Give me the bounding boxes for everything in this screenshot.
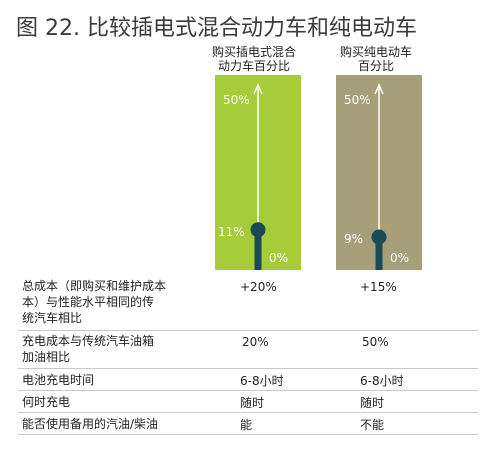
cell-charge-time-bev: 6-8小时 xyxy=(360,374,404,388)
cell-total-cost-phev: +20% xyxy=(240,280,277,294)
value-marker xyxy=(250,222,266,238)
tick-label-bottom-phev: 0% xyxy=(269,251,289,265)
arrow-head-icon xyxy=(374,83,384,95)
chart-title: 图 22. 比较插电式混合动力车和纯电动车 xyxy=(16,16,417,41)
header-bev: 购买纯电动车 百分比 xyxy=(339,45,412,73)
row-label-backup-fuel: 能否使用备用的汽油/柴油 xyxy=(22,417,159,431)
gauge-bev xyxy=(336,75,422,270)
tick-label-top-phev: 50% xyxy=(223,93,250,107)
header-phev: 购买插电式混合 动力车百分比 xyxy=(211,45,296,73)
row-divider xyxy=(18,434,478,435)
row-label-charge-cost: 充电成本与传统汽车油箱 加油相比 xyxy=(22,334,155,364)
value-label-phev: 11% xyxy=(218,224,245,239)
cell-when-charge-bev: 随时 xyxy=(360,396,385,410)
row-divider xyxy=(18,368,478,369)
value-marker xyxy=(371,229,387,245)
bar-bev: 50% 0% 9% xyxy=(336,75,422,270)
bar-phev: 50% 0% 11% xyxy=(215,75,301,270)
cell-charge-cost-phev: 20% xyxy=(242,335,269,349)
gauge-phev xyxy=(215,75,301,270)
row-divider xyxy=(18,412,478,413)
arrow-head-icon xyxy=(253,83,263,95)
cell-charge-time-phev: 6-8小时 xyxy=(240,374,284,388)
cell-backup-fuel-bev: 不能 xyxy=(360,418,385,432)
cell-charge-cost-bev: 50% xyxy=(362,335,389,349)
value-stem xyxy=(375,237,383,270)
row-label-total-cost: 总成本（即购买和维护成本 本）与性能水平相同的传 统汽车相比 xyxy=(22,279,167,325)
cell-total-cost-bev: +15% xyxy=(360,280,397,294)
row-divider xyxy=(18,330,478,331)
tick-label-top-bev: 50% xyxy=(344,93,371,107)
value-stem xyxy=(254,229,262,270)
tick-label-bottom-bev: 0% xyxy=(390,251,410,265)
value-label-bev: 9% xyxy=(344,232,364,247)
cell-backup-fuel-phev: 能 xyxy=(240,418,253,432)
row-divider xyxy=(18,390,478,391)
row-label-when-charge: 何时充电 xyxy=(22,395,71,409)
cell-when-charge-phev: 随时 xyxy=(240,396,265,410)
row-label-charge-time: 电池充电时间 xyxy=(22,373,95,387)
